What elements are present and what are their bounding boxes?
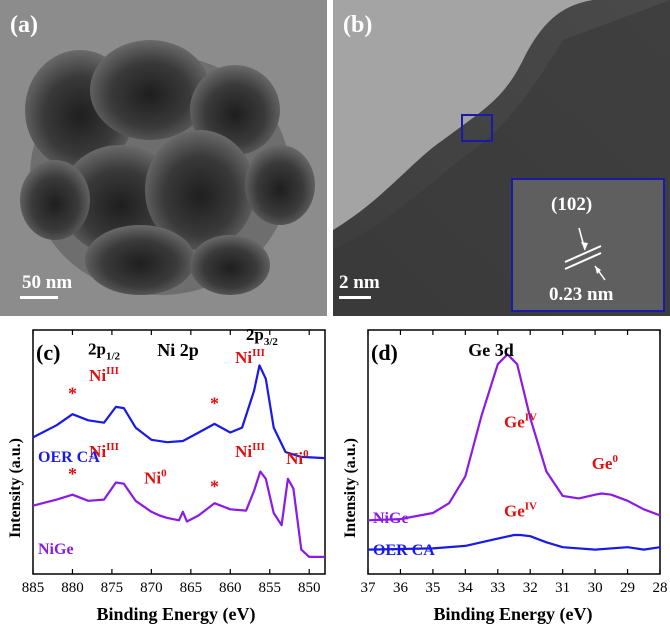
- x-tick-label: 855: [259, 580, 282, 596]
- series-label: NiGe: [38, 541, 74, 558]
- scale-bar-b: [339, 296, 371, 299]
- annotation-text: Ni: [235, 348, 252, 367]
- scale-bar-label-b: 2 nm: [339, 272, 380, 293]
- annotation-sub: 1/2: [106, 350, 121, 362]
- x-tick-label: 37: [361, 580, 377, 596]
- annotation-text: *: [68, 464, 77, 484]
- peak-annotation: *: [210, 476, 219, 496]
- tem-image-a: (a) 50 nm: [0, 0, 327, 316]
- roi-box: [461, 114, 493, 142]
- annotation-text: 2p: [246, 325, 264, 344]
- annotation-sup: IV: [525, 412, 537, 424]
- peak-annotation: GeIV: [504, 412, 537, 432]
- series-line-nige: [32, 470, 325, 558]
- tem-image-b: (b) 2 nm (102) 0.23 nm: [333, 0, 670, 316]
- x-tick-label: 865: [180, 580, 203, 596]
- series-line-oer-ca: [367, 533, 661, 551]
- peak-annotation: 2p3/2: [246, 325, 279, 348]
- panel-label-c: (c): [36, 340, 60, 365]
- panel-label-b: (b): [343, 12, 373, 38]
- peak-annotation: *: [210, 393, 219, 413]
- x-tick-label: 29: [620, 580, 635, 596]
- annotation-text: Ge: [592, 454, 613, 473]
- x-tick-label: 880: [61, 580, 84, 596]
- annotation-text: *: [68, 384, 77, 404]
- x-tick-label: 36: [393, 580, 409, 596]
- annotation-text: *: [210, 476, 219, 496]
- plot-frame: [367, 329, 661, 575]
- annotation-sup: 0: [303, 448, 309, 460]
- scale-bar-label-a: 50 nm: [22, 272, 73, 293]
- x-tick-label: 32: [523, 580, 538, 596]
- annotation-sup: III: [252, 441, 265, 453]
- peak-annotation: NiIII: [235, 347, 265, 367]
- peak-annotation: Ni0: [286, 448, 309, 468]
- annotation-text: Ge: [504, 413, 525, 432]
- panel-label-d: (d): [371, 340, 398, 365]
- series-label: NiGe: [373, 510, 409, 527]
- x-tick-label: 875: [101, 580, 124, 596]
- peak-annotation: *: [68, 464, 77, 484]
- panel-label-a: (a): [10, 12, 38, 38]
- x-axis-label-c: Binding Energy (eV): [96, 604, 255, 625]
- y-axis-label-c: Intensity (a.u.): [7, 438, 24, 538]
- annotation-text: Ge: [504, 502, 525, 521]
- x-axis-label-d: Binding Energy (eV): [433, 604, 592, 625]
- x-tick-label: 35: [425, 580, 440, 596]
- lattice-fringe-marker: [564, 227, 606, 281]
- annotation-sup: III: [252, 347, 265, 359]
- annotation-sup: III: [106, 365, 119, 377]
- annotation-text: 2p: [88, 339, 106, 358]
- tem-particles-a: [0, 0, 327, 316]
- x-tick-label: 33: [490, 580, 505, 596]
- annotation-sup: III: [106, 441, 119, 453]
- hrtem-inset: (102) 0.23 nm: [511, 178, 665, 312]
- x-tick-label: 850: [298, 580, 321, 596]
- annotation-text: Ni: [89, 366, 106, 385]
- series-line-nige: [367, 353, 661, 522]
- annotation-text: Ni: [144, 469, 161, 488]
- series-label: OER CA: [373, 542, 435, 559]
- peak-annotation: GeIV: [504, 501, 537, 521]
- lattice-plane-label: (102): [551, 194, 593, 215]
- scale-bar-a: [20, 296, 58, 299]
- x-tick-label: 31: [555, 580, 570, 596]
- d-spacing-label: 0.23 nm: [549, 284, 614, 305]
- annotation-text: Ni: [286, 449, 303, 468]
- annotation-text: Ni: [235, 442, 252, 461]
- peak-annotation: NiIII: [235, 441, 265, 461]
- peak-annotation: Ge0: [592, 453, 619, 473]
- series-label: OER CA: [38, 449, 100, 466]
- x-tick-label: 28: [653, 580, 668, 596]
- annotation-text: *: [210, 393, 219, 413]
- x-tick-label: 34: [458, 580, 474, 596]
- peak-annotation: NiIII: [89, 365, 119, 385]
- peak-annotation: NiIII: [89, 441, 119, 461]
- chart-title-d: Ge 3d: [468, 340, 514, 360]
- x-tick-label: 30: [588, 580, 603, 596]
- annotation-sub: 3/2: [264, 336, 279, 348]
- x-tick-label: 870: [140, 580, 163, 596]
- plot-frame: [32, 329, 326, 575]
- annotation-sup: IV: [525, 501, 537, 513]
- x-tick-label: 885: [22, 580, 45, 596]
- series-line-oer-ca: [32, 364, 326, 460]
- x-tick-label: 860: [219, 580, 242, 596]
- peak-annotation: Ni0: [144, 468, 167, 488]
- peak-annotation: *: [68, 384, 77, 404]
- annotation-text: Ni: [89, 442, 106, 461]
- y-axis-label-d: Intensity (a.u.): [342, 438, 359, 538]
- annotation-sup: 0: [161, 468, 167, 480]
- chart-title-c: Ni 2p: [157, 340, 199, 360]
- peak-annotation: 2p1/2: [88, 339, 121, 362]
- xps-chart-ni2p: 885 880 875 870 865 860 855 8502p1/22p3/2NiIIIN…: [7, 325, 326, 625]
- annotation-sup: 0: [612, 453, 618, 465]
